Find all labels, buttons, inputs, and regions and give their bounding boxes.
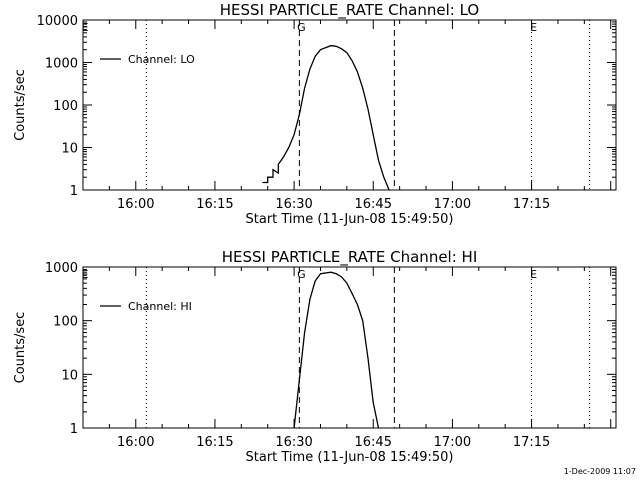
x-tick-label: 17:00 — [434, 197, 471, 212]
y-tick-label: 10000 — [37, 14, 78, 29]
legend-label: Channel: HI — [128, 300, 192, 313]
x-axis-label: Start Time (11-Jun-08 15:49:50) — [246, 450, 454, 465]
x-tick-label: 16:30 — [275, 197, 312, 212]
x-tick-label: 16:30 — [275, 435, 312, 450]
x-tick-label: 16:45 — [355, 435, 392, 450]
y-tick-label: 10 — [61, 368, 78, 383]
y-tick-label: 1000 — [45, 57, 78, 72]
x-tick-label: 16:15 — [196, 197, 233, 212]
y-axis-label: Counts/sec — [13, 69, 28, 141]
chart-panel-1: HESSI PARTICLE_RATE Channel: LO 16:00 16:1… — [13, 1, 617, 227]
x-tick-label: 17:15 — [513, 435, 550, 450]
chart-title: HESSI PARTICLE_RATE Channel: HI — [222, 248, 478, 267]
x-tick-label: 16:45 — [355, 197, 392, 212]
marker-label: G — [297, 268, 306, 281]
chart-title: HESSI PARTICLE_RATE Channel: LO — [220, 1, 479, 20]
y-tick-label: 10 — [61, 142, 78, 157]
footer-timestamp: 1-Dec-2009 11:07 — [564, 467, 636, 476]
plot-frame — [82, 19, 617, 191]
x-tick-label: 17:15 — [513, 197, 550, 212]
chart-panel-2: HESSI PARTICLE_RATE Channel: HI 16:00 16:1… — [13, 248, 617, 465]
marker-label: E — [82, 268, 89, 281]
x-tick-label: 16:15 — [196, 435, 233, 450]
series-line — [293, 271, 380, 429]
marker-label: E — [530, 268, 537, 281]
y-tick-label: 1 — [70, 184, 78, 199]
y-tick-label: 1000 — [45, 261, 78, 276]
y-tick-label: 100 — [53, 315, 78, 330]
marker-label: E — [530, 21, 537, 34]
x-tick-label: 16:00 — [117, 197, 154, 212]
marker-label: E — [82, 21, 89, 34]
y-tick-label: 100 — [53, 99, 78, 114]
y-axis-label: Counts/sec — [13, 312, 28, 384]
x-tick-label: 17:00 — [434, 435, 471, 450]
x-tick-label: 16:00 — [117, 435, 154, 450]
series-line — [262, 44, 390, 191]
plot-frame — [82, 266, 617, 429]
legend-label: Channel: LO — [128, 53, 195, 66]
marker-label: G — [297, 21, 306, 34]
y-tick-label: 1 — [70, 422, 78, 437]
x-axis-label: Start Time (11-Jun-08 15:49:50) — [246, 212, 454, 227]
